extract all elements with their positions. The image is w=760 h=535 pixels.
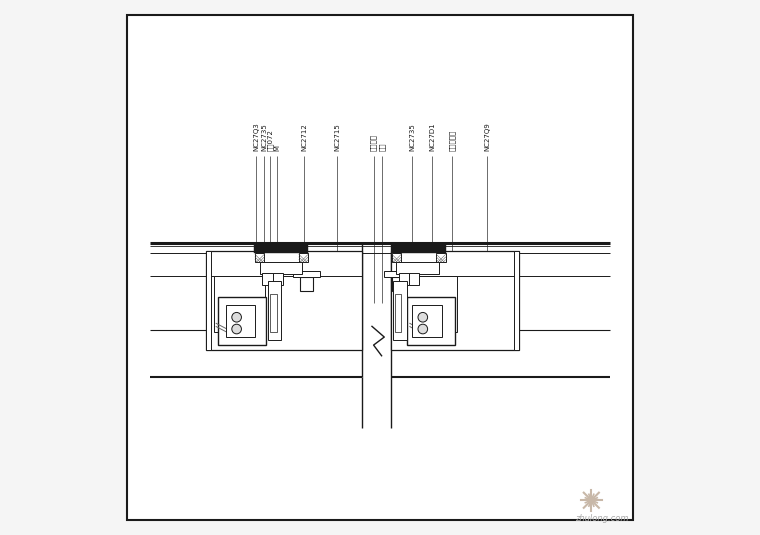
Text: 铝塑板幕墙: 铝塑板幕墙 bbox=[449, 129, 455, 151]
Bar bbox=[262, 273, 274, 285]
Bar bbox=[206, 251, 362, 350]
Bar bbox=[391, 253, 401, 262]
Text: NC2715: NC2715 bbox=[334, 123, 340, 151]
Bar bbox=[391, 251, 519, 350]
Text: NC2712: NC2712 bbox=[301, 123, 307, 151]
Bar bbox=[268, 281, 281, 340]
Bar bbox=[299, 277, 313, 291]
Text: M: M bbox=[274, 145, 280, 151]
Bar bbox=[226, 305, 255, 337]
Bar bbox=[260, 262, 302, 274]
Text: 接缝: 接缝 bbox=[378, 142, 385, 151]
Bar bbox=[394, 281, 407, 340]
Circle shape bbox=[232, 312, 242, 322]
Text: NC2735: NC2735 bbox=[409, 123, 415, 151]
Text: NC27Q3: NC27Q3 bbox=[253, 122, 259, 151]
Bar bbox=[271, 294, 277, 332]
Text: 天气072: 天气072 bbox=[267, 129, 274, 151]
Bar bbox=[406, 276, 457, 332]
Bar bbox=[385, 271, 411, 277]
Text: zhulong.com: zhulong.com bbox=[575, 514, 629, 523]
Bar bbox=[255, 253, 264, 262]
Bar bbox=[299, 253, 309, 262]
Bar bbox=[293, 271, 320, 277]
Bar bbox=[436, 253, 446, 262]
Circle shape bbox=[589, 498, 594, 503]
Bar bbox=[214, 276, 265, 332]
Circle shape bbox=[232, 324, 242, 334]
Circle shape bbox=[418, 312, 428, 322]
Bar bbox=[396, 262, 439, 274]
Text: NC27Q9: NC27Q9 bbox=[484, 122, 490, 151]
Bar bbox=[407, 297, 455, 345]
Bar bbox=[399, 273, 410, 285]
Text: NC27D1: NC27D1 bbox=[429, 122, 435, 151]
Bar bbox=[273, 273, 283, 285]
Bar bbox=[218, 297, 266, 345]
Bar bbox=[391, 277, 405, 291]
Bar bbox=[409, 273, 419, 285]
Bar bbox=[392, 243, 446, 253]
Bar bbox=[255, 243, 308, 253]
Bar bbox=[514, 251, 519, 350]
Text: 隐框幕墙: 隐框幕墙 bbox=[370, 134, 377, 151]
Bar bbox=[395, 294, 401, 332]
Bar bbox=[412, 305, 442, 337]
Bar bbox=[206, 251, 211, 350]
Text: NC2735: NC2735 bbox=[261, 123, 267, 151]
Circle shape bbox=[418, 324, 428, 334]
